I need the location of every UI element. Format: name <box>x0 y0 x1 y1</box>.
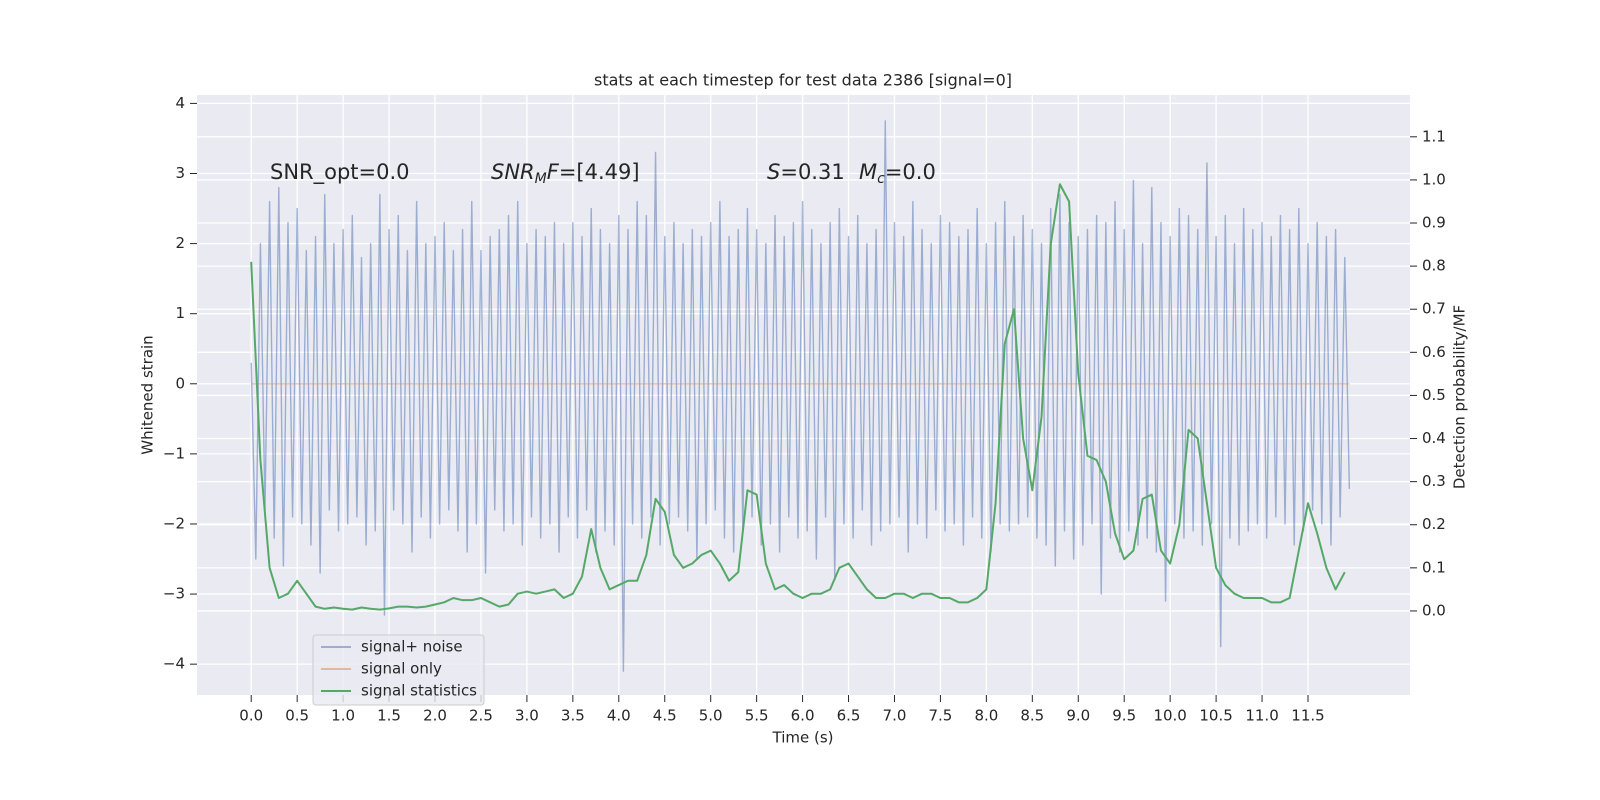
y2-tick-label: 0.0 <box>1422 601 1446 619</box>
x-tick-label: 5.5 <box>745 707 769 725</box>
x-tick-label: 6.0 <box>791 707 815 725</box>
x-tick-label: 2.5 <box>469 707 493 725</box>
y2-tick-label: 0.9 <box>1422 214 1446 232</box>
x-tick-label: 8.5 <box>1020 707 1044 725</box>
x-tick-label: 9.0 <box>1066 707 1090 725</box>
annotation: SNR_opt=0.0 <box>270 160 410 185</box>
y2-axis-label: Detection probability/MF <box>1451 305 1469 489</box>
annotation: Mc=0.0 <box>859 160 936 187</box>
legend-label: signal only <box>361 660 442 678</box>
y-tick-label: 3 <box>175 164 185 182</box>
legend-label: signal statistics <box>361 682 477 700</box>
annotation-part: F <box>547 160 560 184</box>
y-tick-label: 2 <box>175 234 185 252</box>
legend-box <box>312 634 485 706</box>
y-tick-label: 0 <box>175 374 185 392</box>
x-tick-label: 11.5 <box>1291 707 1324 725</box>
x-tick-label: 9.5 <box>1112 707 1136 725</box>
x-tick-label: 1.5 <box>377 707 401 725</box>
annotation-part: SNR <box>491 160 535 184</box>
x-tick-label: 4.0 <box>607 707 631 725</box>
y-tick-label: −2 <box>163 514 185 532</box>
chart-title: stats at each timestep for test data 238… <box>594 71 1012 90</box>
y2-tick-label: 0.1 <box>1422 558 1446 576</box>
y2-tick-label: 1.1 <box>1422 127 1446 145</box>
x-tick-label: 7.5 <box>928 707 952 725</box>
x-tick-label: 4.5 <box>653 707 677 725</box>
series-line <box>250 183 1346 611</box>
annotation-part: SNR_opt=0.0 <box>270 160 410 185</box>
y-axis-label: Whitened strain <box>139 335 157 454</box>
y2-tick-label: 0.7 <box>1422 300 1446 318</box>
y2-tick-label: 0.6 <box>1422 343 1446 361</box>
y2-tick-label: 0.3 <box>1422 472 1446 490</box>
y2-tick-label: 1.0 <box>1422 170 1446 188</box>
y2-tick-label: 0.5 <box>1422 386 1446 404</box>
annotation-part: M <box>859 160 877 184</box>
y2-tick-label: 0.4 <box>1422 429 1446 447</box>
y2-tick-label: 0.2 <box>1422 515 1446 533</box>
x-tick-label: 5.0 <box>699 707 723 725</box>
annotation-part: =0.31 <box>780 160 844 184</box>
x-tick-label: 0.0 <box>239 707 263 725</box>
y-tick-label: 1 <box>175 304 185 322</box>
x-tick-label: 10.5 <box>1199 707 1232 725</box>
annotation-part: =[4.49] <box>559 160 640 184</box>
x-tick-label: 10.0 <box>1153 707 1186 725</box>
x-tick-label: 6.5 <box>837 707 861 725</box>
annotation: S=0.31 <box>767 160 845 184</box>
y-tick-label: −3 <box>163 585 185 603</box>
x-tick-label: 1.0 <box>331 707 355 725</box>
x-tick-label: 2.0 <box>423 707 447 725</box>
annotation-part: c <box>877 171 885 187</box>
x-tick-label: 8.0 <box>974 707 998 725</box>
annotation-part: =0.0 <box>885 160 936 184</box>
x-tick-label: 7.0 <box>883 707 907 725</box>
annotation-part: M <box>535 171 547 187</box>
annotation-part: S <box>767 160 780 184</box>
y-tick-label: 4 <box>175 94 185 112</box>
annotation: SNRMF=[4.49] <box>491 160 640 187</box>
series-line <box>250 120 1351 672</box>
x-tick-label: 11.0 <box>1245 707 1278 725</box>
x-axis-label: Time (s) <box>772 729 834 747</box>
x-tick-label: 3.0 <box>515 707 539 725</box>
x-tick-label: 0.5 <box>285 707 309 725</box>
x-tick-label: 3.5 <box>561 707 585 725</box>
legend-label: signal+ noise <box>361 638 463 656</box>
y-tick-label: −1 <box>163 444 185 462</box>
y2-tick-label: 0.8 <box>1422 257 1446 275</box>
y-tick-label: −4 <box>163 655 185 673</box>
